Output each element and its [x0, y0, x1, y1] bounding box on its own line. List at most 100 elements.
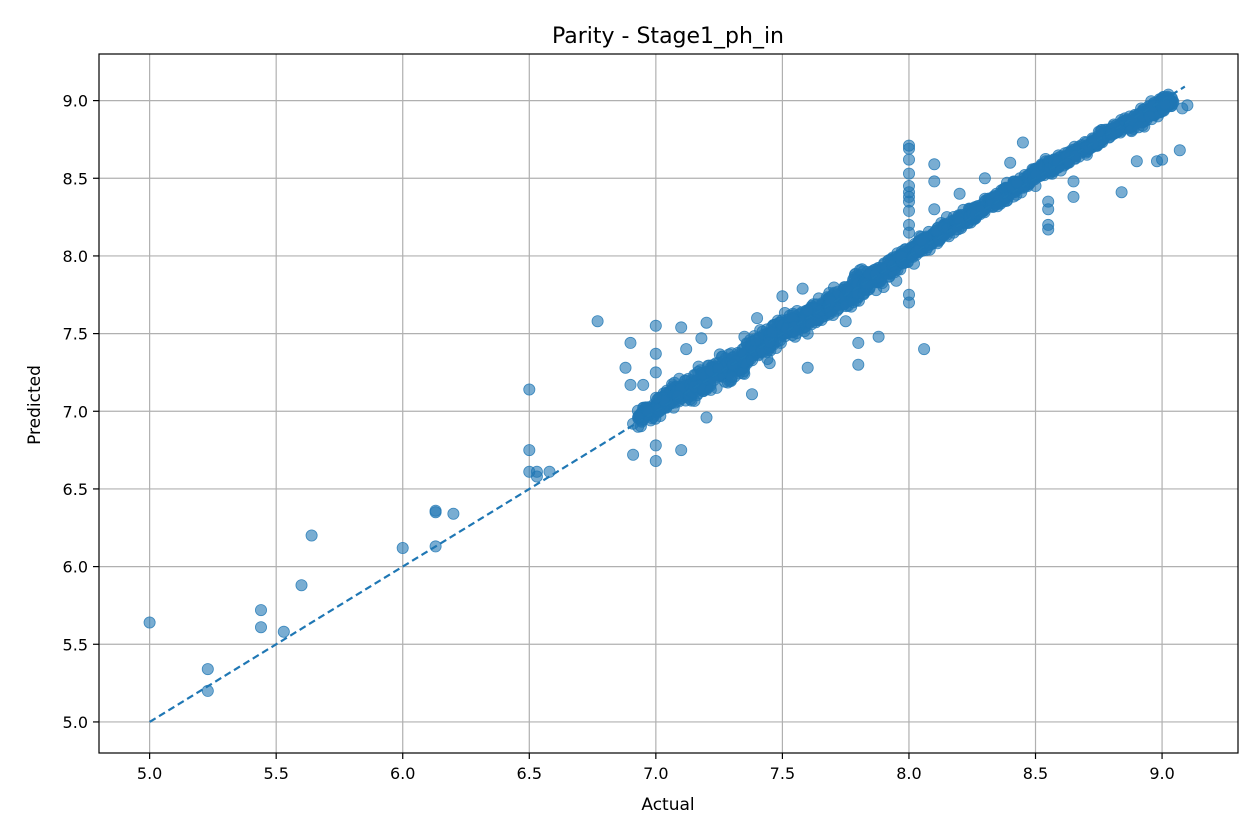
- scatter-point: [649, 366, 662, 379]
- scatter-point: [1130, 155, 1143, 168]
- scatter-point: [447, 507, 460, 520]
- scatter-point: [254, 621, 267, 634]
- scatter-point: [1143, 110, 1156, 123]
- scatter-point: [877, 280, 890, 293]
- scatter-point: [796, 282, 809, 295]
- scatter-point: [872, 330, 885, 343]
- scatter-point: [1042, 223, 1055, 236]
- scatter-point: [1092, 125, 1105, 138]
- scatter-point: [700, 316, 713, 329]
- y-tick-label: 6.0: [63, 558, 88, 577]
- scatter-point: [1069, 149, 1082, 162]
- scatter-point: [396, 542, 409, 555]
- scatter-point: [1016, 136, 1029, 149]
- y-tick-label: 6.5: [63, 480, 88, 499]
- scatter-point: [1159, 98, 1172, 111]
- scatter-point: [1173, 144, 1186, 157]
- scatter-point: [523, 383, 536, 396]
- scatter-point: [650, 391, 663, 404]
- scatter-point: [928, 158, 941, 171]
- scatter-point: [305, 529, 318, 542]
- scatter-point: [700, 411, 713, 424]
- x-tick-label: 9.0: [1149, 764, 1174, 783]
- y-tick-label: 5.0: [63, 713, 88, 732]
- scatter-point: [940, 211, 953, 224]
- scatter-point: [143, 616, 156, 629]
- scatter-point: [978, 172, 991, 185]
- scatter-point: [624, 336, 637, 349]
- scatter-point: [1181, 99, 1194, 112]
- scatter-point: [903, 167, 916, 180]
- scatter-point: [1010, 176, 1023, 189]
- scatter-point: [852, 358, 865, 371]
- scatter-point: [903, 288, 916, 301]
- scatter-point: [915, 234, 928, 247]
- y-tick-label: 8.0: [63, 247, 88, 266]
- x-tick-label: 5.5: [263, 764, 288, 783]
- y-tick-label: 9.0: [63, 92, 88, 111]
- scatter-point: [1156, 153, 1169, 166]
- scatter-point: [675, 444, 688, 457]
- parity-line: [149, 85, 1186, 723]
- y-axis-label: Predicted: [25, 365, 45, 445]
- scatter-point: [649, 319, 662, 332]
- x-tick-label: 6.0: [390, 764, 415, 783]
- scatter-point: [591, 315, 604, 328]
- scatter-point: [918, 343, 931, 356]
- scatter-point: [295, 579, 308, 592]
- scatter-point: [725, 371, 738, 384]
- scatter-point: [254, 604, 267, 617]
- scatter-point: [749, 334, 762, 347]
- scatter-point: [928, 203, 941, 216]
- scatter-point: [746, 388, 759, 401]
- scatter-point: [903, 153, 916, 166]
- scatter-point: [801, 304, 814, 317]
- scatter-point: [1029, 179, 1042, 192]
- scatter-point: [776, 290, 789, 303]
- scatter-point: [852, 336, 865, 349]
- scatter-point: [1132, 121, 1145, 134]
- scatter-point: [801, 327, 814, 340]
- scatter-point: [908, 257, 921, 270]
- x-tick-label: 7.0: [643, 764, 668, 783]
- scatter-point: [649, 439, 662, 452]
- axis-ticks: 5.0 5.5 6.0 6.5 7.0 7.5 8.0 8.5 9.0 5.0 5.5 6.0 6.5 7…: [63, 92, 1175, 783]
- scatter-point: [859, 277, 872, 290]
- scatter-point: [1115, 186, 1128, 199]
- scatter-point: [789, 330, 802, 343]
- x-tick-label: 5.0: [137, 764, 162, 783]
- scatter-point: [1054, 164, 1067, 177]
- scatter-point: [903, 226, 916, 239]
- scatter-point: [1004, 156, 1017, 169]
- x-tick-label: 8.5: [1023, 764, 1048, 783]
- plot-frame: [98, 53, 1239, 754]
- scatter-point: [953, 187, 966, 200]
- scatter-point: [827, 308, 840, 321]
- scatter-point: [1067, 190, 1080, 203]
- x-tick-label: 7.5: [770, 764, 795, 783]
- scatter-point: [903, 204, 916, 217]
- scatter-point: [890, 274, 903, 287]
- scatter-point: [619, 361, 632, 374]
- scatter-point: [627, 448, 640, 461]
- scatter-point: [928, 175, 941, 188]
- scatter-point: [277, 625, 290, 638]
- scatter-point: [1080, 141, 1093, 154]
- scatter-point: [812, 292, 825, 305]
- scatter-point: [903, 142, 916, 155]
- scatter-point: [695, 332, 708, 345]
- scatter-point: [1067, 175, 1080, 188]
- scatter-point: [637, 378, 650, 391]
- scatter-point: [738, 330, 751, 343]
- scatter-point: [1042, 203, 1055, 216]
- scatter-point: [801, 361, 814, 374]
- scatter-point: [763, 357, 776, 370]
- x-axis-label: Actual: [641, 795, 694, 815]
- scatter-point: [839, 315, 852, 328]
- x-tick-label: 8.0: [896, 764, 921, 783]
- scatter-point: [675, 321, 688, 334]
- scatter-point: [649, 454, 662, 467]
- scatter-point: [543, 465, 556, 478]
- scatter-point: [649, 347, 662, 360]
